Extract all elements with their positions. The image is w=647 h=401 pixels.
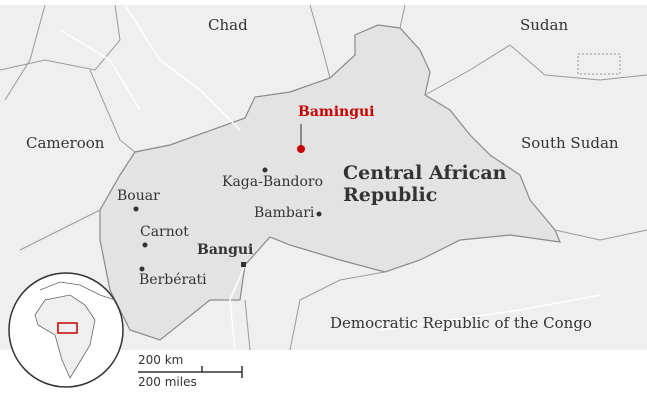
label-car: Central African Republic [343,162,506,206]
scale-miles: 200 miles [138,375,197,389]
label-bangui: Bangui [197,242,254,258]
bouar-marker [133,206,139,212]
scale-km: 200 km [138,353,184,367]
locator-box [57,322,78,334]
label-car-line2: Republic [343,184,438,206]
label-bouar: Bouar [117,188,160,204]
label-sudan: Sudan [520,16,569,34]
locator-globe [8,272,124,388]
disputed-area [577,53,621,75]
label-chad: Chad [208,16,248,34]
label-bambari: Bambari [254,205,315,221]
borders [0,4,647,351]
label-south-sudan: South Sudan [521,134,619,152]
label-kaga-bandoro: Kaga-Bandoro [222,174,324,190]
label-berberati: Berbérati [139,272,207,288]
label-drc: Democratic Republic of the Congo [330,314,592,332]
label-bamingui: Bamingui [298,104,375,120]
bangui-capital-marker [241,262,246,267]
carnot-marker [142,242,148,248]
kaga-bandoro-marker [262,167,268,173]
bambari-marker [316,211,322,217]
rivers [59,4,601,351]
label-carnot: Carnot [140,224,189,240]
scale-bar [138,366,243,378]
label-car-line1: Central African [343,162,507,184]
berberati-marker [139,266,145,272]
bamingui-marker [297,145,305,153]
label-cameroon: Cameroon [26,134,105,152]
